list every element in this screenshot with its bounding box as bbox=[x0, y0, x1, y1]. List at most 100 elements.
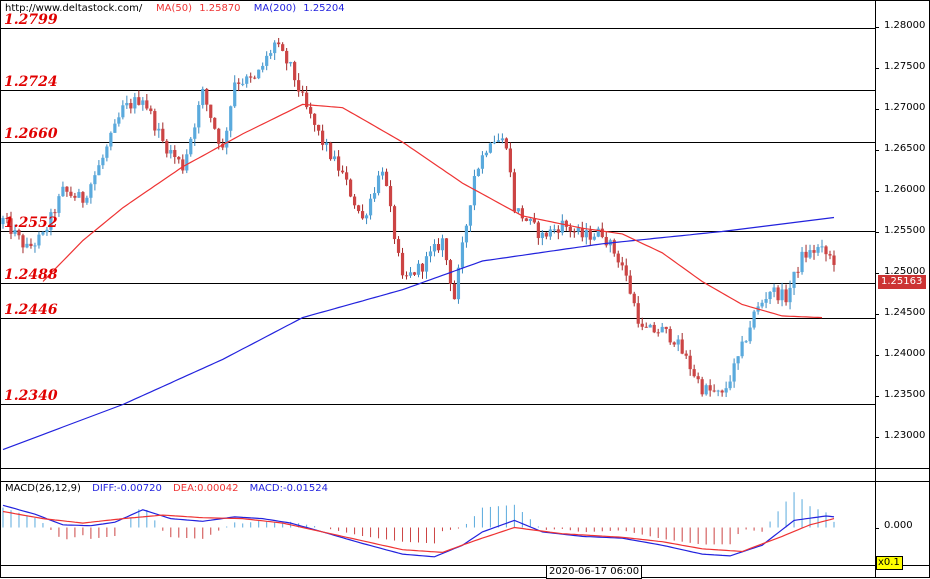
candle-up bbox=[704, 385, 708, 395]
candle-up bbox=[540, 232, 544, 239]
candle-down bbox=[588, 230, 592, 240]
candle-up bbox=[376, 175, 381, 194]
candle-up bbox=[105, 146, 109, 158]
candle-down bbox=[684, 353, 688, 356]
candle-down bbox=[604, 236, 608, 246]
scale-button[interactable]: x0.1 bbox=[876, 556, 903, 570]
candle-up bbox=[41, 232, 45, 235]
candle-up bbox=[660, 326, 664, 333]
candle-up bbox=[480, 155, 485, 169]
candle-down bbox=[404, 275, 409, 277]
candle-up bbox=[552, 229, 556, 231]
candle-down bbox=[301, 91, 305, 93]
candle-up bbox=[85, 197, 89, 203]
candle-up bbox=[113, 123, 117, 133]
candle-up bbox=[77, 192, 81, 198]
candle-down bbox=[672, 342, 676, 345]
candle-up bbox=[548, 229, 552, 237]
candle-up bbox=[97, 165, 101, 176]
candle-down bbox=[81, 192, 85, 203]
candle-down bbox=[321, 130, 325, 145]
price-tick-label: 1.23500 bbox=[884, 389, 926, 401]
candle-up bbox=[117, 117, 121, 124]
candle-down bbox=[145, 100, 149, 109]
candle-up bbox=[768, 291, 772, 300]
candle-up bbox=[33, 245, 37, 247]
candle-up bbox=[560, 220, 564, 233]
candle-up bbox=[333, 156, 337, 160]
candle-up bbox=[516, 208, 520, 212]
candle-up bbox=[121, 105, 125, 118]
level-label: 1.2340 bbox=[4, 387, 58, 404]
candle-down bbox=[388, 186, 393, 207]
candle-down bbox=[700, 379, 704, 395]
candle-up bbox=[416, 263, 421, 275]
candle-up bbox=[820, 246, 824, 248]
candle-down bbox=[828, 254, 832, 256]
candle-up bbox=[257, 69, 261, 79]
level-label: 1.2724 bbox=[4, 73, 58, 90]
candle-down bbox=[572, 231, 576, 233]
candle-up bbox=[748, 327, 752, 342]
candles bbox=[1, 37, 836, 398]
candle-down bbox=[624, 265, 628, 276]
candle-up bbox=[101, 157, 105, 166]
candle-up bbox=[1, 217, 5, 225]
candle-up bbox=[432, 244, 437, 252]
candle-down bbox=[137, 97, 141, 105]
candle-up bbox=[736, 356, 740, 364]
candle-down bbox=[149, 108, 153, 112]
candle-up bbox=[440, 238, 445, 251]
candle-up bbox=[141, 100, 145, 105]
level-label: 1.2660 bbox=[4, 125, 58, 142]
candle-down bbox=[564, 220, 568, 227]
candle-down bbox=[600, 228, 604, 237]
candle-down bbox=[281, 44, 285, 51]
candle-down bbox=[612, 240, 616, 254]
candle-up bbox=[408, 272, 413, 276]
candle-up bbox=[289, 62, 293, 64]
candle-up bbox=[193, 127, 197, 139]
candle-up bbox=[596, 228, 600, 237]
macd-histogram bbox=[2, 492, 835, 545]
candle-up bbox=[456, 267, 461, 300]
price-tick-label: 1.26500 bbox=[884, 143, 926, 155]
macd-diff-value: DIFF:-0.00720 bbox=[92, 483, 162, 494]
candle-up bbox=[380, 171, 385, 176]
level-label: 1.2488 bbox=[4, 266, 58, 283]
site-url: http://www.deltastock.com/ bbox=[5, 3, 143, 14]
price-tick-label: 1.25000 bbox=[884, 266, 926, 278]
candle-up bbox=[424, 256, 429, 272]
candle-up bbox=[464, 225, 469, 243]
candle-down bbox=[652, 324, 656, 333]
candle-down bbox=[53, 212, 57, 214]
candle-down bbox=[796, 271, 800, 273]
candle-down bbox=[812, 250, 816, 253]
candle-up bbox=[584, 230, 588, 238]
candle-down bbox=[532, 218, 536, 223]
candle-down bbox=[556, 229, 560, 233]
candle-down bbox=[209, 104, 213, 118]
candle-down bbox=[344, 172, 349, 180]
candle-down bbox=[412, 272, 417, 275]
candle-up bbox=[772, 287, 776, 292]
candle-down bbox=[181, 159, 185, 171]
candle-up bbox=[269, 53, 273, 56]
current-price-badge: 1.25163 bbox=[878, 275, 926, 289]
candle-up bbox=[676, 339, 680, 345]
candle-up bbox=[45, 229, 49, 233]
candle-down bbox=[832, 255, 836, 265]
candle-down bbox=[436, 244, 441, 251]
candle-down bbox=[396, 239, 401, 253]
candle-up bbox=[245, 76, 249, 84]
candle-down bbox=[776, 287, 780, 301]
candle-down bbox=[628, 275, 632, 294]
candle-up bbox=[780, 289, 784, 301]
candle-up bbox=[57, 196, 61, 213]
candle-down bbox=[360, 211, 365, 219]
candle-up bbox=[484, 152, 489, 156]
ma200-value: 1.25204 bbox=[303, 3, 345, 14]
candle-down bbox=[508, 148, 512, 173]
candle-up bbox=[816, 247, 820, 253]
